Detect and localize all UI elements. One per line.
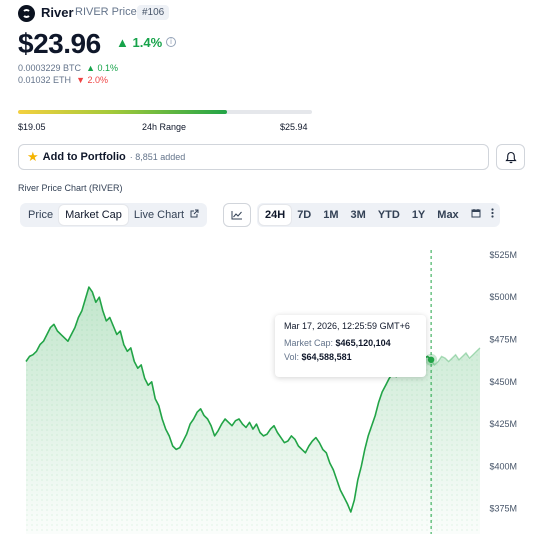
y-tick-label: $525M xyxy=(489,250,517,260)
eth-price-row: 0.01032 ETH ▼ 2.0% xyxy=(18,75,108,85)
chart-tabs: Price Market Cap Live Chart xyxy=(20,203,208,227)
y-tick-label: $450M xyxy=(489,377,517,387)
btc-change-value: 0.1% xyxy=(97,63,118,73)
more-options-button[interactable] xyxy=(487,205,498,225)
tooltip-market-cap: Market Cap: $465,120,104 xyxy=(284,338,417,348)
date-range-button[interactable] xyxy=(465,205,487,225)
chart-section-title: River Price Chart (RIVER) xyxy=(18,183,123,193)
river-logo-icon xyxy=(22,9,31,18)
range-ytd[interactable]: YTD xyxy=(377,209,400,221)
eth-change: ▼ 2.0% xyxy=(73,75,108,85)
y-tick-label: $425M xyxy=(489,419,517,429)
portfolio-label: Add to Portfolio xyxy=(42,151,126,163)
range-selector: 24H 7D 1M 3M YTD 1Y Max xyxy=(257,203,500,227)
coin-logo xyxy=(18,5,35,22)
btc-change: ▲ 0.1% xyxy=(83,63,118,73)
info-icon[interactable]: i xyxy=(166,37,176,47)
range-bar xyxy=(18,110,312,114)
tab-market-cap[interactable]: Market Cap xyxy=(59,205,128,225)
y-axis: $525M $500M $475M $450M $425M $400M $375M xyxy=(489,250,517,514)
y-tick-label: $475M xyxy=(489,334,517,344)
chart-area-pattern xyxy=(26,287,480,534)
line-chart-icon xyxy=(231,211,242,220)
current-price: $23.96 xyxy=(18,28,101,59)
tab-live-chart-label: Live Chart xyxy=(133,209,185,221)
caret-up-icon: ▲ xyxy=(116,35,129,50)
more-vertical-icon xyxy=(491,208,494,218)
tooltip-market-cap-label: Market Cap: xyxy=(284,338,334,348)
coin-name: River xyxy=(41,5,74,20)
highlight-point xyxy=(427,356,435,363)
chart-tooltip: Mar 17, 2026, 12:25:59 GMT+6 Market Cap:… xyxy=(275,315,426,377)
calendar-icon xyxy=(471,209,481,218)
range-1y[interactable]: 1Y xyxy=(411,209,426,221)
tooltip-time: Mar 17, 2026, 12:25:59 GMT+6 xyxy=(284,321,410,331)
tab-price[interactable]: Price xyxy=(28,209,54,221)
range-low: $19.05 xyxy=(18,122,46,132)
range-bar-fill xyxy=(18,110,227,114)
price-change-value: 1.4% xyxy=(132,35,163,50)
rank-badge: #106 xyxy=(137,5,170,20)
tooltip-volume-value: $64,588,581 xyxy=(301,352,352,362)
star-icon: ★ xyxy=(27,149,39,164)
coin-subtitle: RIVER Price xyxy=(75,6,137,18)
btc-price-row: 0.0003229 BTC ▲ 0.1% xyxy=(18,63,118,73)
y-tick-label: $500M xyxy=(489,292,517,302)
external-link-icon xyxy=(190,209,199,218)
range-1m[interactable]: 1M xyxy=(323,209,339,221)
tooltip-volume-label: Vol: xyxy=(284,352,300,362)
portfolio-added-count: · 8,851 added xyxy=(129,152,186,162)
range-high: $25.94 xyxy=(280,122,308,132)
tooltip-volume: Vol: $64,588,581 xyxy=(284,352,417,362)
price-change: ▲ 1.4% xyxy=(116,35,162,50)
y-tick-label: $375M xyxy=(489,504,517,514)
chart-type-toggle[interactable] xyxy=(223,203,251,227)
market-cap-line xyxy=(25,286,432,513)
eth-price: 0.01032 ETH xyxy=(18,75,72,85)
bell-icon xyxy=(504,151,517,163)
range-label: 24h Range xyxy=(142,122,187,132)
tab-live-chart[interactable]: Live Chart xyxy=(128,205,205,225)
market-cap-line-latest xyxy=(430,347,481,366)
tooltip-market-cap-value: $465,120,104 xyxy=(335,338,391,348)
market-cap-chart[interactable]: $525M $500M $475M $450M $425M $400M $375M xyxy=(0,238,545,534)
btc-price: 0.0003229 BTC xyxy=(18,63,82,73)
range-max[interactable]: Max xyxy=(437,209,459,221)
range-3m[interactable]: 3M xyxy=(350,209,366,221)
range-7d[interactable]: 7D xyxy=(297,209,312,221)
eth-change-value: 2.0% xyxy=(87,75,108,85)
add-to-portfolio-button[interactable]: ★ Add to Portfolio · 8,851 added xyxy=(18,144,489,170)
y-tick-label: $400M xyxy=(489,461,517,471)
range-24h[interactable]: 24H xyxy=(259,205,292,225)
price-alert-button[interactable] xyxy=(496,144,525,170)
